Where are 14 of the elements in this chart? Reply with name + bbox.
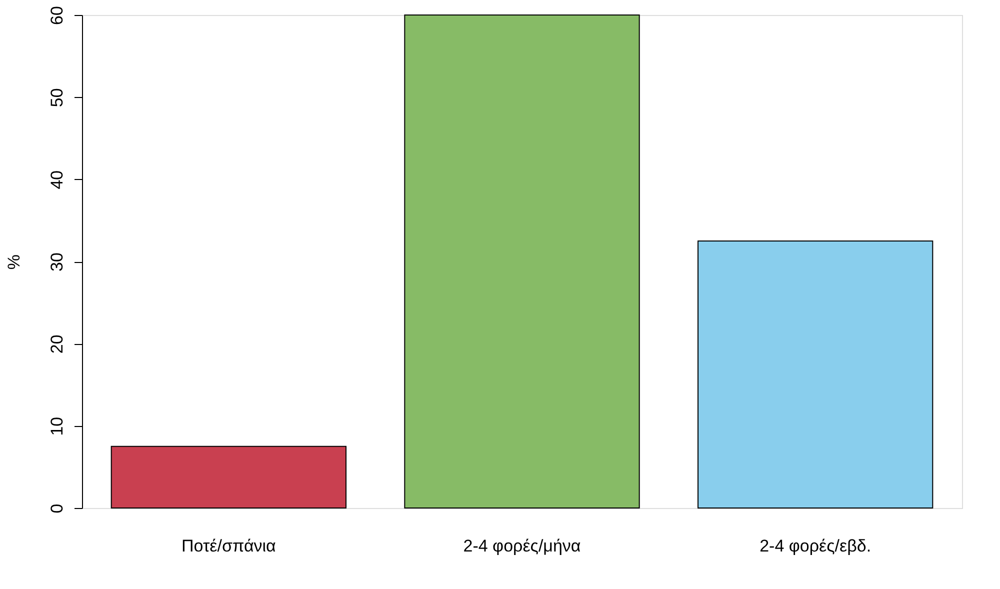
y-tick-label: 10 bbox=[48, 416, 66, 436]
bar bbox=[110, 446, 346, 508]
bar bbox=[698, 240, 934, 508]
y-tick-label: 60 bbox=[48, 6, 66, 25]
y-tick-label: 20 bbox=[48, 334, 66, 354]
x-tick-label: 2-4 φορές/μήνα bbox=[463, 536, 581, 556]
y-tick-label: 0 bbox=[48, 504, 66, 514]
x-tick-label: Ποτέ/σπάνια bbox=[181, 536, 276, 556]
y-tick-label: 30 bbox=[48, 252, 66, 272]
x-tick-label: 2-4 φορές/εβδ. bbox=[760, 536, 872, 556]
y-axis-title: % bbox=[4, 254, 24, 270]
y-tick-label: 50 bbox=[48, 88, 66, 108]
bar bbox=[404, 14, 640, 508]
y-tick-label: 40 bbox=[48, 170, 66, 190]
